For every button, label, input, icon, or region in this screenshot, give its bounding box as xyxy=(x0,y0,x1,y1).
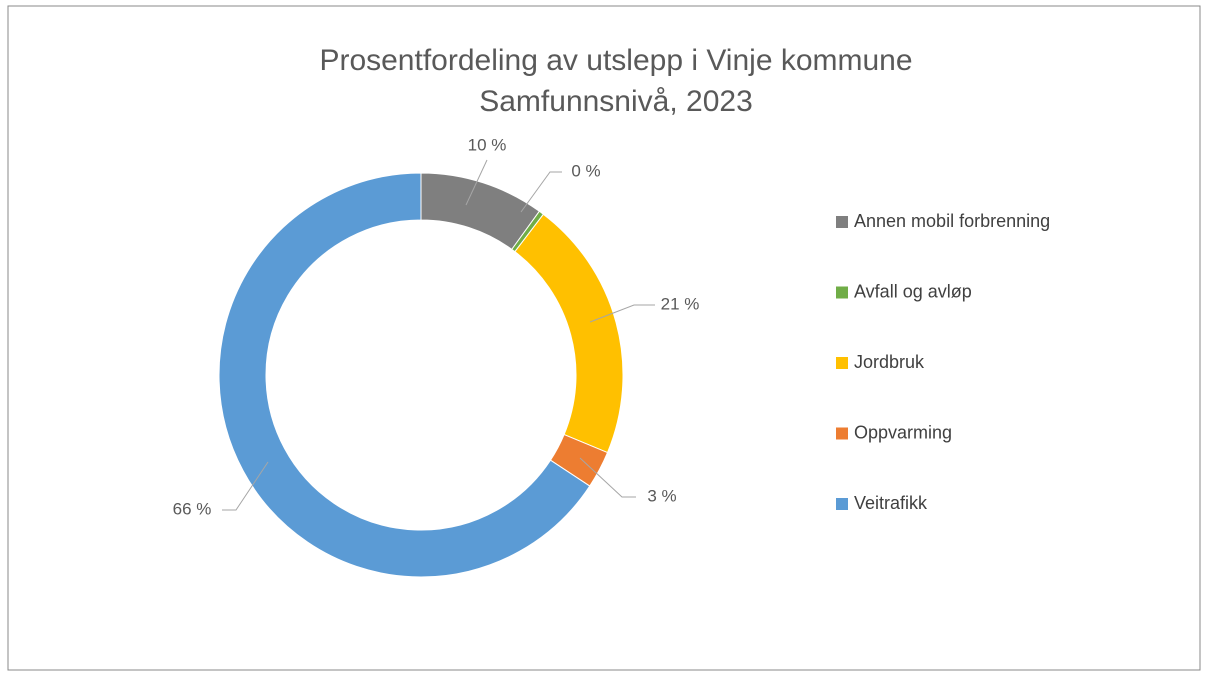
data-label: 3 % xyxy=(647,486,676,505)
data-label: 0 % xyxy=(571,161,600,180)
chart-subtitle: Samfunnsnivå, 2023 xyxy=(479,85,753,118)
legend-label: Veitrafikk xyxy=(854,493,928,513)
chart-title: Prosentfordeling av utslepp i Vinje komm… xyxy=(319,44,912,77)
leader-line xyxy=(589,304,655,323)
legend-swatch xyxy=(836,427,848,440)
donut-slice xyxy=(218,172,591,578)
legend-label: Jordbruk xyxy=(854,352,925,372)
legend-label: Avfall og avløp xyxy=(854,281,972,301)
leader-line xyxy=(579,457,636,498)
data-label: 10 % xyxy=(468,135,507,154)
legend-swatch xyxy=(836,216,848,228)
data-label: 66 % xyxy=(173,499,212,518)
legend-swatch xyxy=(836,498,848,510)
legend-swatch xyxy=(836,286,848,299)
legend-label: Oppvarming xyxy=(854,422,952,442)
leader-line xyxy=(465,159,488,206)
legend-label: Annen mobil forbrenning xyxy=(854,211,1050,231)
data-label: 21 % xyxy=(661,294,700,313)
legend-swatch xyxy=(836,357,848,369)
leader-line xyxy=(520,171,562,213)
leader-line xyxy=(222,461,269,511)
